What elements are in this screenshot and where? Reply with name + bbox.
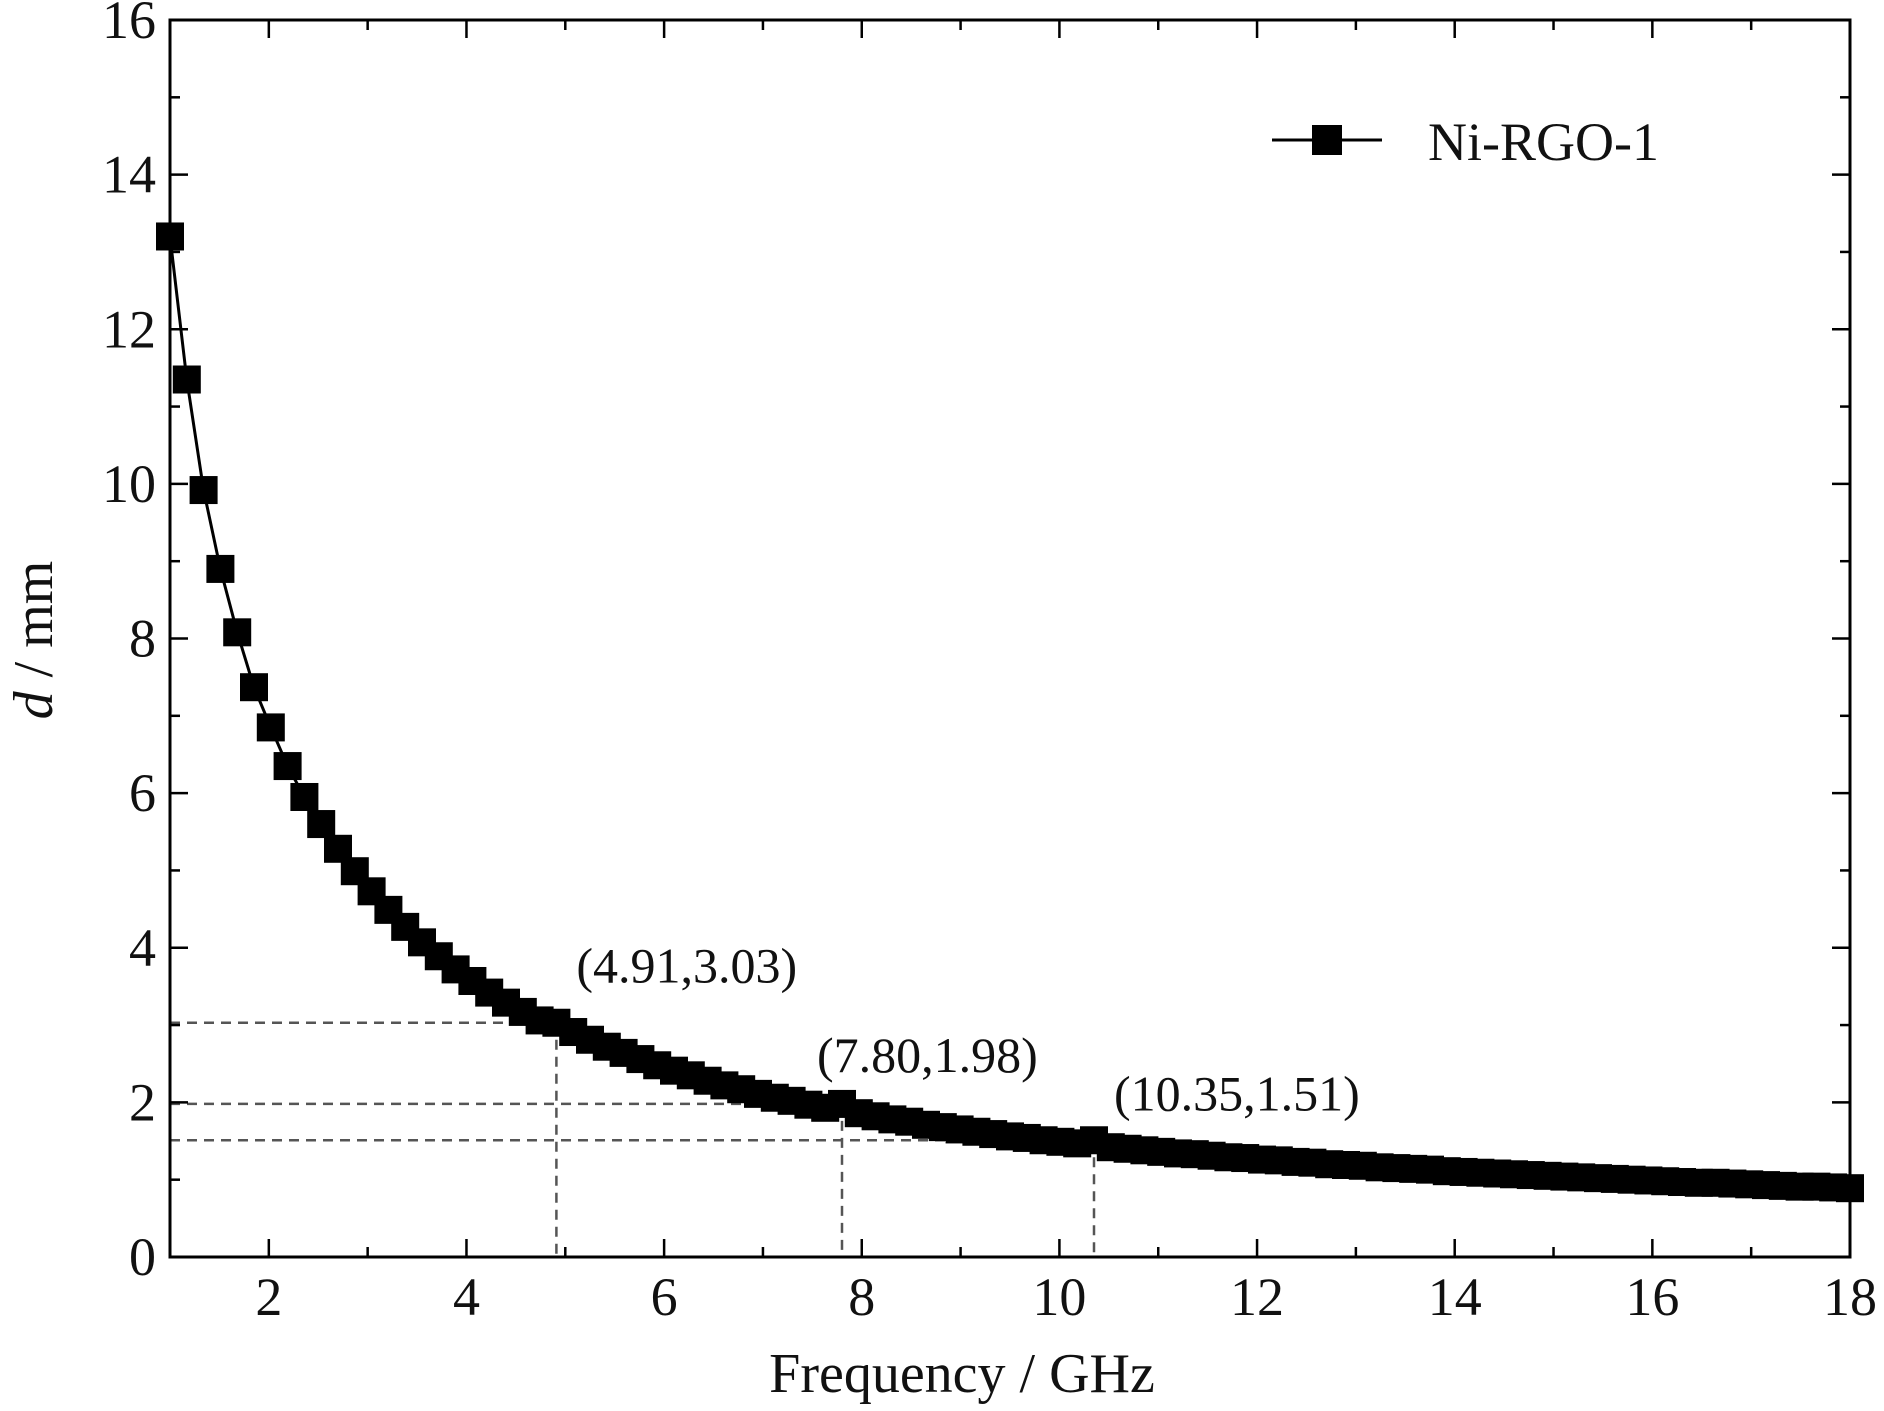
tick-labels: 2 4 6 8 10 12 14 16 18 0 2 4 6 8 10 12 14 16 — [102, 0, 1877, 1327]
x-tick-label: 6 — [651, 1267, 678, 1327]
y-tick-label: 4 — [129, 918, 156, 978]
x-tick-label: 12 — [1230, 1267, 1284, 1327]
y-tick-label: 0 — [129, 1227, 156, 1287]
y-tick-label: 8 — [129, 609, 156, 669]
data-point — [256, 713, 285, 742]
series-layer — [156, 222, 1864, 1203]
data-point — [307, 810, 336, 839]
y-tick-label: 10 — [102, 454, 156, 514]
y-tick-label: 14 — [102, 145, 156, 205]
legend-label: Ni-RGO-1 — [1428, 112, 1659, 172]
annotations: (4.91,3.03) (7.80,1.98) (10.35,1.51) — [576, 938, 1359, 1122]
point-annotation: (7.80,1.98) — [817, 1027, 1038, 1083]
x-axis-label: Frequency / GHz — [769, 1343, 1155, 1405]
data-point — [189, 476, 218, 505]
x-tick-label: 8 — [848, 1267, 875, 1327]
data-point — [240, 673, 268, 702]
point-annotation: (4.91,3.03) — [576, 938, 797, 994]
x-tick-label: 18 — [1823, 1267, 1877, 1327]
legend: Ni-RGO-1 — [1272, 112, 1659, 172]
y-tick-label: 2 — [129, 1072, 156, 1132]
axis-ticks — [168, 18, 1852, 1259]
x-tick-label: 4 — [453, 1267, 480, 1327]
y-tick-label: 12 — [102, 299, 156, 359]
data-point — [206, 554, 235, 583]
x-tick-label: 10 — [1032, 1267, 1086, 1327]
y-axis-label: d / mm — [3, 561, 65, 720]
data-point — [273, 752, 302, 781]
x-tick-label: 16 — [1625, 1267, 1679, 1327]
y-axis-label-unit: / mm — [3, 561, 65, 692]
data-point — [223, 618, 252, 647]
legend-marker — [1312, 125, 1342, 155]
point-annotation: (10.35,1.51) — [1114, 1065, 1360, 1121]
y-tick-label: 16 — [102, 0, 156, 50]
y-axis-label-symbol: d — [3, 690, 65, 719]
data-point — [172, 365, 201, 394]
data-point — [290, 782, 319, 811]
x-tick-label: 2 — [255, 1267, 282, 1327]
y-tick-label: 6 — [129, 763, 156, 823]
x-tick-label: 14 — [1428, 1267, 1482, 1327]
